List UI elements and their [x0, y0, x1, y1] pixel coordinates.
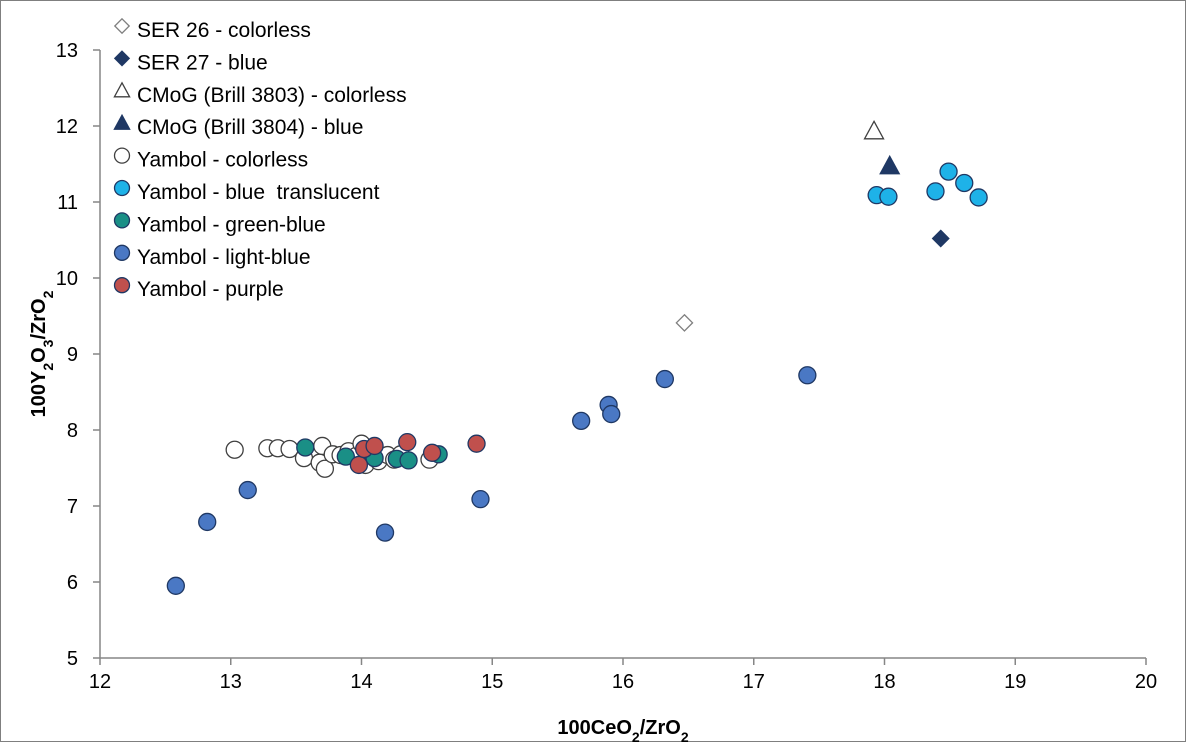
legend-marker [113, 147, 131, 164]
legend-label: CMoG (Brill 3803) - colorless [137, 84, 407, 107]
axis-ticks [93, 49, 1147, 665]
data-point [879, 187, 898, 206]
y-tick-label: 7 [67, 496, 78, 518]
legend-label: SER 27 - blue [137, 51, 268, 74]
data-point [939, 162, 958, 181]
data-point [225, 440, 244, 459]
data-point [238, 480, 257, 500]
x-tick-label: 12 [89, 671, 111, 693]
axes [99, 50, 1146, 659]
data-point [349, 455, 369, 475]
series-3-points [879, 154, 901, 175]
data-point [336, 447, 355, 466]
legend-marker [113, 277, 131, 294]
x-tick-label: 17 [743, 671, 765, 693]
data-point [296, 438, 315, 457]
legend-item: Yambol - green-blue [113, 212, 326, 236]
data-point [422, 443, 442, 462]
legend: SER 26 - colorless SER 27 - blue CMoG (Bri… [113, 17, 407, 301]
data-point [399, 451, 418, 470]
legend-label: Yambol - blue translucent [137, 181, 380, 204]
x-tick-label: 20 [1135, 671, 1157, 693]
y-tick-label: 13 [56, 40, 78, 62]
data-point [955, 173, 974, 193]
legend-label: Yambol - colorless [137, 149, 308, 172]
legend-item: CMoG (Brill 3803) - colorless [113, 81, 407, 107]
legend-label: Yambol - green-blue [137, 213, 326, 236]
x-axis-title: 100CeO2/ZrO2 [557, 717, 688, 742]
data-point [365, 436, 384, 456]
data-point [798, 366, 817, 385]
x-tick-label: 16 [612, 671, 634, 693]
data-marks [166, 119, 988, 595]
data-point [467, 434, 486, 453]
data-point [863, 119, 885, 140]
tick-labels: 12 13 14 15 16 17 18 19 20 5 6 7 8 9 10 11 12 13 [56, 40, 1157, 693]
y-tick-label: 6 [67, 572, 78, 594]
data-point [675, 313, 694, 332]
y-tick-label: 9 [67, 344, 78, 366]
data-point [655, 369, 674, 389]
data-point [572, 411, 591, 431]
series-8-points [349, 433, 486, 475]
legend-label: Yambol - light-blue [137, 246, 311, 269]
data-point [969, 188, 988, 207]
data-point [931, 229, 950, 248]
data-point [602, 404, 621, 424]
legend-item: CMoG (Brill 3804) - blue [113, 113, 363, 139]
data-point [398, 433, 417, 452]
y-axis-title: 100Y2O3/ZrO2 [28, 290, 56, 417]
y-tick-label: 5 [67, 648, 78, 670]
x-tick-label: 15 [481, 671, 503, 693]
legend-item: Yambol - light-blue [113, 244, 311, 269]
legend-item: Yambol - colorless [113, 147, 308, 172]
data-point [879, 154, 901, 175]
series-0-points [675, 313, 694, 332]
y-tick-label: 8 [67, 420, 78, 442]
legend-item: SER 26 - colorless [113, 17, 311, 42]
legend-marker [113, 113, 131, 130]
legend-item: Yambol - purple [113, 277, 284, 301]
series-1-points [931, 229, 950, 248]
legend-item: Yambol - blue translucent [113, 179, 380, 204]
legend-marker [113, 81, 131, 98]
legend-label: Yambol - purple [137, 278, 284, 301]
legend-item: SER 27 - blue [113, 50, 268, 74]
data-point [198, 512, 217, 532]
legend-label: SER 26 - colorless [137, 19, 311, 42]
x-tick-label: 19 [1004, 671, 1026, 693]
x-tick-label: 13 [220, 671, 242, 693]
legend-label: CMoG (Brill 3804) - blue [137, 116, 363, 139]
data-point [166, 576, 185, 595]
series-7-points [166, 366, 817, 595]
data-point [926, 182, 945, 201]
legend-marker [113, 179, 131, 197]
data-point [471, 490, 490, 509]
y-tick-label: 10 [56, 268, 78, 290]
series-2-points [863, 119, 885, 140]
series-6-points [296, 438, 448, 470]
legend-marker [113, 212, 131, 229]
legend-marker [113, 17, 131, 35]
legend-marker [113, 244, 131, 261]
data-point [375, 523, 395, 542]
y-tick-label: 12 [56, 116, 78, 138]
x-tick-label: 14 [350, 671, 372, 693]
series-5-points [867, 162, 988, 207]
data-point [315, 459, 335, 478]
y-tick-label: 11 [57, 192, 78, 214]
x-tick-label: 18 [873, 671, 895, 693]
legend-marker [113, 50, 131, 67]
